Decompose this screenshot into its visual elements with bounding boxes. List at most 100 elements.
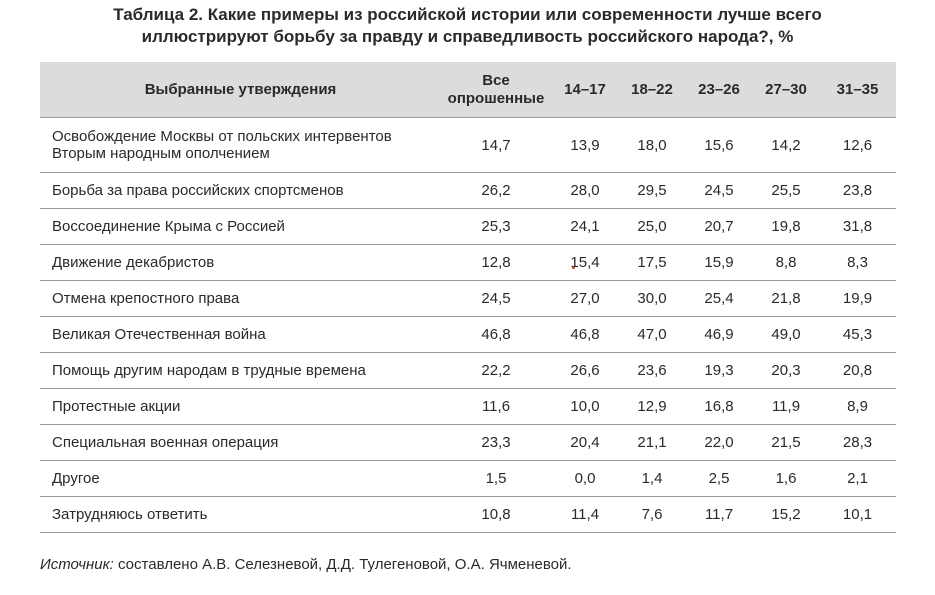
row-value: 11,4	[551, 496, 619, 533]
table-body: Освобождение Москвы от польских интервен…	[40, 117, 896, 533]
row-value: 20,4	[551, 424, 619, 461]
row-value: 24,5	[441, 280, 551, 317]
row-value: 23,6	[619, 352, 685, 389]
table-title: Таблица 2. Какие примеры из российской и…	[0, 4, 935, 48]
row-value: 49,0	[753, 316, 819, 353]
row-value: 28,0	[551, 172, 619, 209]
row-value: 24,1	[551, 208, 619, 245]
row-value: 13,9	[551, 117, 619, 173]
row-value: 21,1	[619, 424, 685, 461]
row-value: 30,0	[619, 280, 685, 317]
table-row: Специальная военная операция 23,3 20,4 21,1…	[40, 424, 896, 461]
row-value: 14,2	[753, 117, 819, 173]
table-row: Воссоединение Крыма с Россией 25,3 24,1 25,…	[40, 208, 896, 245]
row-label: Протестные акции	[40, 388, 441, 425]
row-value: 22,0	[685, 424, 753, 461]
row-value: 28,3	[819, 424, 896, 461]
header-age-27-30: 27–30	[753, 62, 819, 118]
row-value: 15,2	[753, 496, 819, 533]
table-row: Другое 1,5 0,0 1,4 2,5 1,6 2,1	[40, 460, 896, 497]
table-title-line-2: иллюстрируют борьбу за правду и справедл…	[141, 27, 794, 46]
row-value: 25,4	[685, 280, 753, 317]
row-value: 10,8	[441, 496, 551, 533]
row-value: 1,6	[753, 460, 819, 497]
row-value: 26,2	[441, 172, 551, 209]
table-row: Великая Отечественная война 46,8 46,8 47,0 4…	[40, 316, 896, 353]
source-text: составлено А.В. Селезневой, Д.Д. Тулеген…	[113, 556, 572, 573]
row-label: Освобождение Москвы от польских интервен…	[40, 117, 441, 173]
row-value: 46,8	[441, 316, 551, 353]
row-value: 1,5	[441, 460, 551, 497]
row-value: 15,4	[551, 244, 619, 281]
row-label: Другое	[40, 460, 441, 497]
table-row: Помощь другим народам в трудные времена 2…	[40, 352, 896, 389]
row-value: 11,6	[441, 388, 551, 425]
table-row: Борьба за права российских спортсменов 26…	[40, 172, 896, 209]
table-row: Протестные акции 11,6 10,0 12,9 16,8 11,9 8,9	[40, 388, 896, 425]
row-value: 14,7	[441, 117, 551, 173]
row-value: 1,4	[619, 460, 685, 497]
row-value: 11,7	[685, 496, 753, 533]
row-value: 19,8	[753, 208, 819, 245]
row-value: 0,0	[551, 460, 619, 497]
row-label: Специальная военная операция	[40, 424, 441, 461]
table-row: Затрудняюсь ответить 10,8 11,4 7,6 11,7 15,2 1…	[40, 496, 896, 533]
row-value: 46,9	[685, 316, 753, 353]
row-value: 21,8	[753, 280, 819, 317]
header-age-18-22: 18–22	[619, 62, 685, 118]
row-label: Великая Отечественная война	[40, 316, 441, 353]
row-value: 10,0	[551, 388, 619, 425]
header-all-respondents: Все опрошенные	[441, 62, 551, 118]
row-value: 18,0	[619, 117, 685, 173]
row-value: 20,8	[819, 352, 896, 389]
row-value: 21,5	[753, 424, 819, 461]
row-value: 25,5	[753, 172, 819, 209]
row-value: 31,8	[819, 208, 896, 245]
table-row: Движение декабристов 12,8 15,4 17,5 15,9 8,8 8…	[40, 244, 896, 281]
table-row: Освобождение Москвы от польских интервен…	[40, 117, 896, 173]
row-value: 12,8	[441, 244, 551, 281]
row-value: 27,0	[551, 280, 619, 317]
row-value: 12,9	[619, 388, 685, 425]
header-age-14-17: 14–17	[551, 62, 619, 118]
header-age-23-26: 23–26	[685, 62, 753, 118]
header-age-31-35: 31–35	[819, 62, 896, 118]
row-label: Воссоединение Крыма с Россией	[40, 208, 441, 245]
table-title-line-1: Таблица 2. Какие примеры из российской и…	[113, 5, 822, 24]
row-value: 15,6	[685, 117, 753, 173]
table-row: Отмена крепостного права 24,5 27,0 30,0 25,4…	[40, 280, 896, 317]
row-label: Движение декабристов	[40, 244, 441, 281]
row-label: Помощь другим народам в трудные времена	[40, 352, 441, 389]
row-value: 8,9	[819, 388, 896, 425]
row-value: 8,3	[819, 244, 896, 281]
row-value: 19,9	[819, 280, 896, 317]
row-value: 22,2	[441, 352, 551, 389]
table-header-row: Выбранные утверждения Все опрошенные 14–…	[40, 62, 896, 118]
row-value: 29,5	[619, 172, 685, 209]
row-value: 24,5	[685, 172, 753, 209]
row-value: 19,3	[685, 352, 753, 389]
row-value: 26,6	[551, 352, 619, 389]
row-value: 45,3	[819, 316, 896, 353]
row-label: Затрудняюсь ответить	[40, 496, 441, 533]
row-value: 2,1	[819, 460, 896, 497]
row-value: 23,3	[441, 424, 551, 461]
row-value: 20,3	[753, 352, 819, 389]
row-value: 2,5	[685, 460, 753, 497]
row-value: 20,7	[685, 208, 753, 245]
row-value: 10,1	[819, 496, 896, 533]
row-label: Отмена крепостного права	[40, 280, 441, 317]
stray-mark	[572, 266, 575, 269]
source-note: Источник: составлено А.В. Селезневой, Д.…	[40, 556, 572, 573]
row-value: 8,8	[753, 244, 819, 281]
row-value: 46,8	[551, 316, 619, 353]
row-value: 23,8	[819, 172, 896, 209]
header-statements: Выбранные утверждения	[40, 62, 441, 118]
row-value: 7,6	[619, 496, 685, 533]
survey-table: Выбранные утверждения Все опрошенные 14–…	[40, 62, 896, 533]
row-value: 25,3	[441, 208, 551, 245]
source-prefix: Источник:	[40, 556, 114, 573]
row-value: 17,5	[619, 244, 685, 281]
row-value: 25,0	[619, 208, 685, 245]
row-value: 12,6	[819, 117, 896, 173]
